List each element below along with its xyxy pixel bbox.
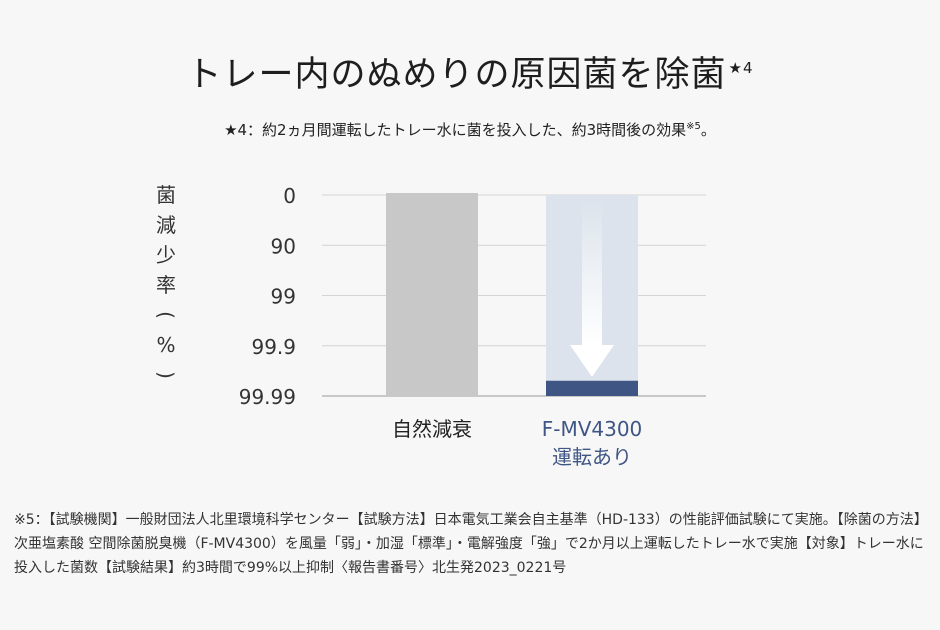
y-tick-label: 0: [283, 184, 296, 208]
x-category-label: F-MV4300: [542, 417, 643, 441]
bar-natural-decay: [386, 193, 478, 396]
y-axis-label-char: 減: [156, 213, 176, 237]
y-axis-label-char: 率: [156, 273, 176, 297]
y-tick-label: 99.9: [251, 335, 296, 359]
y-tick-label: 99.99: [239, 385, 296, 409]
page-title: トレー内のぬめりの原因菌を除菌 ★4: [186, 55, 754, 95]
x-category-label: 自然減衰: [392, 417, 472, 441]
bar-device-value: [546, 380, 638, 396]
y-axis-label: 菌 減 少 率 ( % ): [150, 180, 182, 390]
y-axis-label-char: 少: [156, 243, 176, 267]
y-tick-label: 90: [271, 234, 296, 258]
y-axis-label-char: 菌: [156, 183, 176, 207]
y-axis-label-char: %: [156, 333, 176, 357]
title-footnote-mark: ★4: [728, 59, 754, 78]
x-category-label: 運転あり: [552, 445, 632, 469]
subtitle-footnote-mark: ※5: [686, 121, 701, 132]
footnote: ※5：【試験機関】一般財団法人北里環境科学センター【試験方法】日本電気工業会自主…: [14, 512, 928, 576]
y-tick-label: 99: [271, 285, 296, 309]
chart-subtitle: ★4：約2ヵ月間運転したトレー水に菌を投入した、約3時間後の効果※5。: [224, 121, 716, 139]
reduction-arrow-shaft: [582, 200, 602, 345]
reduction-arrow-head: [570, 345, 614, 377]
bar-chart: 0 90 99 99.9 99.99 自然減衰 F-MV4300 運転あり: [239, 184, 706, 469]
